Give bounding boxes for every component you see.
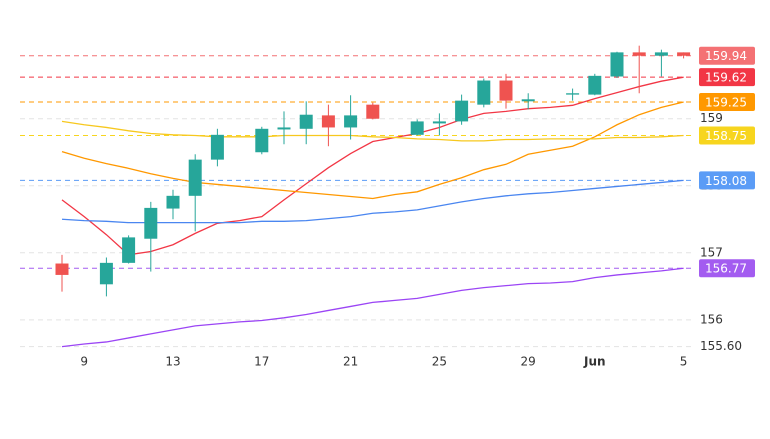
x-tick-label: Jun [583, 355, 606, 369]
candle-body [677, 52, 691, 56]
price-badge-label: 159.62 [705, 71, 747, 85]
candle-body [188, 159, 202, 196]
x-tick-label: 21 [343, 355, 358, 369]
moving-average-line [61, 101, 684, 200]
candle-body [277, 127, 291, 130]
candle-body [122, 237, 136, 263]
price-badge [699, 259, 755, 278]
price-badge-label: 158.75 [705, 129, 747, 143]
x-tick-label: 5 [680, 355, 688, 369]
y-tick-label: 155.60 [700, 339, 742, 353]
x-tick-label: 13 [165, 355, 180, 369]
candle-body [632, 52, 646, 56]
candle-body [410, 121, 424, 135]
y-tick-label: 159 [700, 111, 723, 125]
candle-body [255, 128, 269, 153]
price-badge [699, 46, 755, 65]
candle-body [166, 195, 180, 209]
candle-body [455, 100, 469, 122]
candle-body [321, 115, 335, 128]
candle-body [144, 207, 158, 239]
y-tick-label: 156 [700, 312, 723, 326]
price-badge-label: 156.77 [705, 262, 747, 276]
moving-average-line [61, 120, 684, 142]
price-badge [699, 92, 755, 111]
price-badge [699, 68, 755, 87]
candle-body [55, 263, 69, 275]
moving-average-line [61, 267, 684, 348]
candle-body [654, 52, 668, 56]
moving-average-line [61, 76, 684, 256]
price-badge-label: 158.08 [705, 174, 747, 188]
price-badge [699, 171, 755, 190]
moving-average-line [61, 179, 684, 224]
candle-body [432, 121, 446, 124]
candle-body [499, 80, 513, 101]
candle-body [610, 52, 624, 77]
price-badge-label: 159.25 [705, 95, 747, 109]
candle-body [299, 114, 313, 129]
y-tick-label: 157 [700, 245, 723, 259]
x-tick-label: 9 [80, 355, 88, 369]
candle-body [344, 115, 358, 128]
x-tick-label: 17 [254, 355, 269, 369]
x-tick-label: 29 [521, 355, 536, 369]
candle-body [566, 93, 580, 95]
candle-body [210, 134, 224, 160]
candle-body [477, 80, 491, 105]
candle-body [99, 262, 113, 285]
x-tick-label: 25 [432, 355, 447, 369]
candle-body [521, 99, 535, 102]
price-badge-label: 159.94 [705, 49, 747, 63]
price-badge [699, 126, 755, 145]
candle-body [588, 75, 602, 95]
candle-body [366, 104, 380, 119]
